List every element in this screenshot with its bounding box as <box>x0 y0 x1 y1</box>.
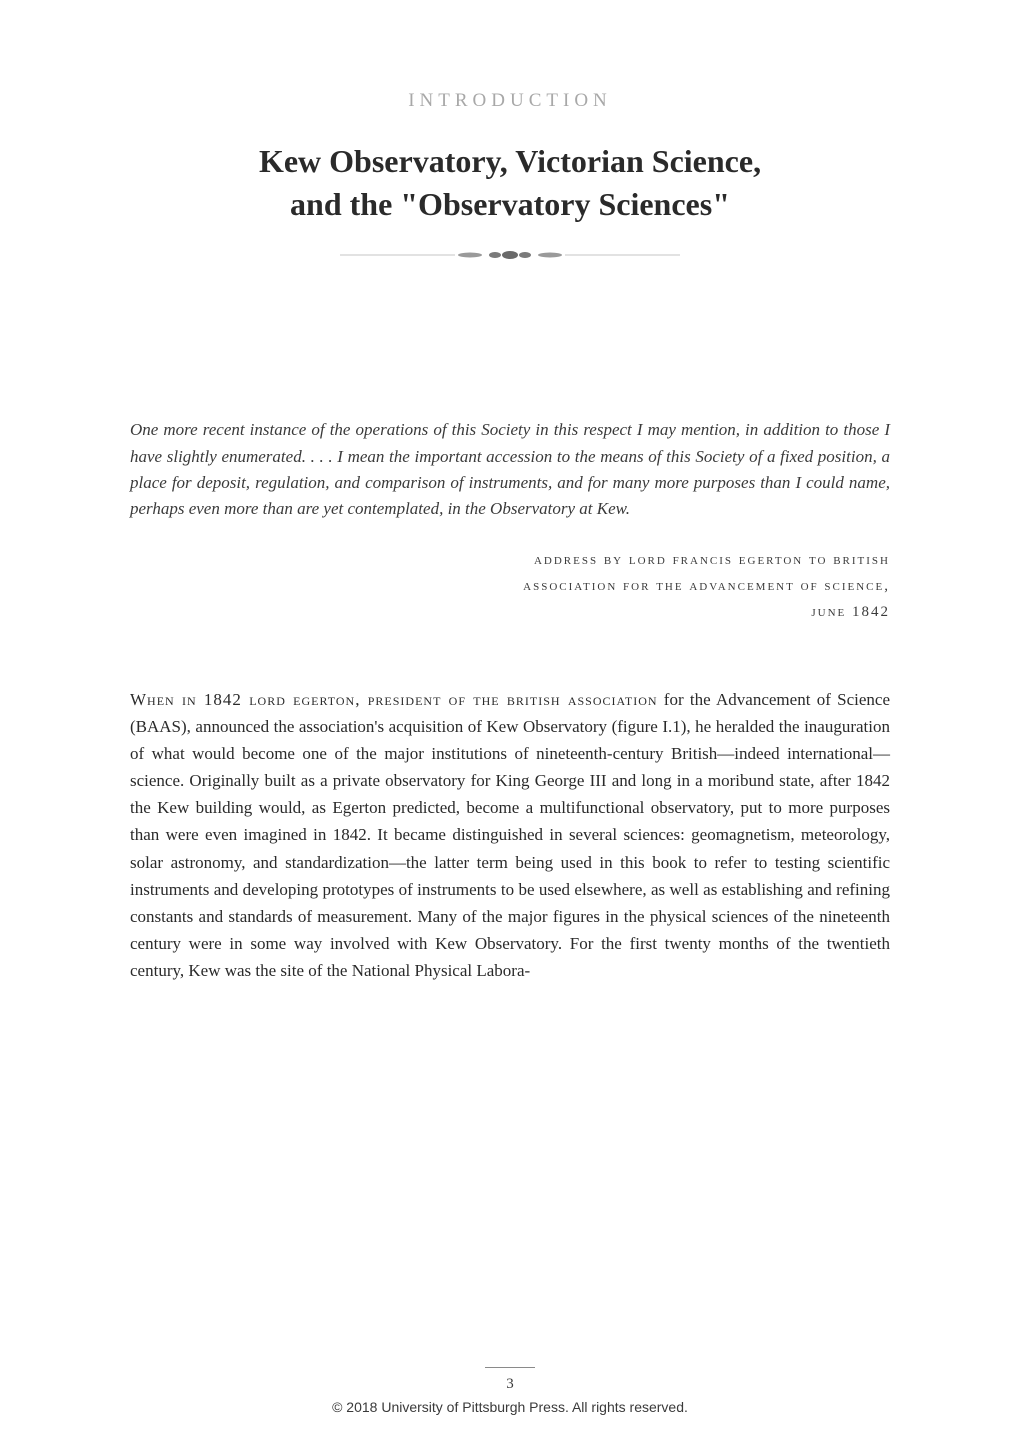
attribution-line-3: june 1842 <box>811 604 890 620</box>
chapter-title: Kew Observatory, Victorian Science, and … <box>130 140 890 226</box>
ornamental-divider <box>130 248 890 267</box>
epigraph-attribution: address by lord francis egerton to briti… <box>130 547 890 626</box>
title-line-2: and the "Observatory Sciences" <box>290 186 730 222</box>
body-paragraph: When in 1842 lord egerton, president of … <box>130 686 890 985</box>
title-line-1: Kew Observatory, Victorian Science, <box>259 143 761 179</box>
attribution-line-1: address by lord francis egerton to briti… <box>534 552 890 568</box>
footer-rule <box>485 1367 535 1368</box>
body-rest: for the Advancement of Science (BAAS), a… <box>130 690 890 981</box>
page-footer: 3 © 2018 University of Pittsburgh Press.… <box>0 1367 1020 1415</box>
section-label: INTRODUCTION <box>130 90 890 112</box>
attribution-line-2: association for the advancement of scien… <box>523 578 890 594</box>
epigraph-quote: One more recent instance of the operatio… <box>130 417 890 522</box>
page-number: 3 <box>0 1376 1020 1393</box>
copyright-notice: © 2018 University of Pittsburgh Press. A… <box>0 1399 1020 1415</box>
body-lead-in: When in 1842 lord egerton, president of … <box>130 690 658 709</box>
